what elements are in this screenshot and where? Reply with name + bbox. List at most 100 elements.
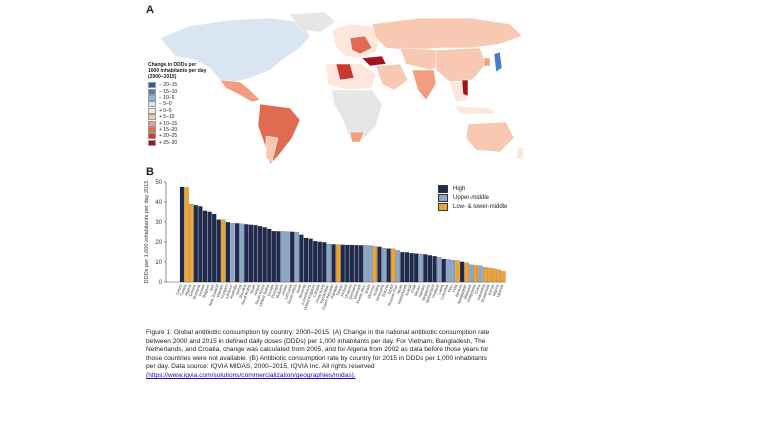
map-legend-label: − 20–15 xyxy=(159,82,178,89)
bar xyxy=(179,186,185,283)
bar xyxy=(271,231,276,283)
x-tick-label: Estonia xyxy=(381,283,389,297)
x-tick-label: Chile xyxy=(410,284,417,294)
map-legend-swatch xyxy=(148,88,156,95)
x-tick-label: Canada xyxy=(312,283,321,298)
legend-item-low-lower-middle: Low- & lower-middle xyxy=(438,202,507,211)
bar xyxy=(450,260,456,283)
source-link[interactable]: (https://www.iqvia.com/solutions/commerc… xyxy=(146,371,356,379)
y-tick-label: 30 xyxy=(155,220,162,226)
map-korea xyxy=(483,57,491,67)
map-legend-item: + 0–5 xyxy=(148,107,208,114)
map-greenland xyxy=(289,11,336,33)
bar xyxy=(285,231,290,283)
x-tick-label: South Korea xyxy=(255,283,266,305)
bar xyxy=(432,256,437,283)
map-legend-label: − 10–5 xyxy=(159,94,175,101)
legend-label: Low- & lower-middle xyxy=(453,203,508,210)
map-china xyxy=(435,47,487,83)
bar xyxy=(446,259,451,283)
map-legend-label: + 25–30 xyxy=(159,139,178,146)
x-tick-label: Kuwait xyxy=(405,283,413,296)
x-tick-label: Mexico xyxy=(414,284,422,297)
x-tick-label: Indonesia xyxy=(477,283,487,301)
bar xyxy=(437,257,442,283)
bar xyxy=(368,245,373,283)
map-australia xyxy=(465,121,515,153)
bar xyxy=(409,253,414,283)
bar xyxy=(317,241,322,283)
bar xyxy=(478,265,483,283)
x-tick-label: Saudi Arabia xyxy=(241,283,252,305)
map-legend-swatch xyxy=(148,139,156,146)
bar xyxy=(492,268,497,283)
x-tick-label: Vietnam xyxy=(216,284,225,298)
y-tick-label: 40 xyxy=(155,200,162,206)
x-tick-label: Bulgaria xyxy=(275,283,284,298)
legend-item-high: High xyxy=(438,184,507,193)
legend-label: High xyxy=(453,185,466,192)
bar xyxy=(336,244,341,283)
bar xyxy=(299,234,304,283)
bar xyxy=(400,252,405,283)
bar xyxy=(427,255,433,283)
bar xyxy=(202,210,208,283)
x-tick-label: Jordan xyxy=(281,284,289,296)
x-tick-label: South Africa xyxy=(287,283,298,304)
x-tick-label: Bangladesh xyxy=(457,284,468,304)
bar xyxy=(225,222,231,283)
x-tick-label: Turkey xyxy=(175,284,183,296)
x-tick-label: Finland xyxy=(340,284,348,297)
x-tick-label: Portugal xyxy=(271,284,280,299)
map-north-america xyxy=(159,17,311,83)
legend-swatch xyxy=(438,184,448,193)
bar xyxy=(198,206,203,283)
map-new-zealand xyxy=(515,147,525,161)
bar xyxy=(354,245,359,283)
bar xyxy=(216,219,221,283)
caption-line: Figure 1: Global antibiotic consumption … xyxy=(146,329,490,336)
x-tick-label: Hong Kong xyxy=(315,284,325,303)
bar xyxy=(423,254,428,283)
bar xyxy=(345,244,350,283)
map-legend-swatch xyxy=(148,126,156,133)
legend-swatch xyxy=(438,193,448,202)
map-legend-label: + 10–15 xyxy=(159,120,178,127)
bar xyxy=(244,224,249,283)
bar xyxy=(464,262,469,283)
map-legend-item: − 20–15 xyxy=(148,82,208,89)
map-africa xyxy=(331,89,383,141)
caption-line: Netherlands, and Croatia, change was cal… xyxy=(146,346,489,354)
x-tick-label: Uganda xyxy=(496,283,505,298)
x-tick-label: Morocco xyxy=(367,284,376,299)
y-axis-label: DDDs per 1,000 inhabitants per day 2015 xyxy=(144,181,150,284)
bar xyxy=(381,248,387,283)
x-tick-label: Norway xyxy=(455,284,463,298)
bar xyxy=(326,243,332,283)
y-tick-label: 0 xyxy=(159,280,163,286)
map-legend-title: Change in DDDs per 1000 inhabitants per … xyxy=(148,62,207,80)
x-tick-label: Peru xyxy=(447,284,454,293)
bar xyxy=(372,246,377,283)
x-tick-label: China xyxy=(474,283,481,295)
x-tick-label: Lebanon xyxy=(225,284,234,299)
map-legend-swatch xyxy=(148,114,156,121)
map-russia xyxy=(371,17,523,51)
map-indonesia xyxy=(453,105,497,115)
panel-label-a: A xyxy=(146,4,154,16)
bar xyxy=(303,237,309,283)
x-tick-label: Austria xyxy=(373,283,381,296)
x-tick-label: Guatemala xyxy=(480,283,490,303)
x-tick-label: Luxembourg xyxy=(301,284,312,305)
x-tick-label: Singapore xyxy=(421,284,431,302)
x-tick-label: Russian Fed. xyxy=(387,284,398,306)
x-tick-label: Taiwan xyxy=(336,284,344,296)
map-legend-swatch xyxy=(148,82,156,89)
map-europe-east xyxy=(349,35,373,55)
x-tick-label: Kenya xyxy=(488,283,496,295)
bar xyxy=(207,211,212,283)
x-tick-label: New Zealand xyxy=(208,284,219,306)
map-legend-label: + 15–20 xyxy=(159,126,178,133)
x-tick-label: Venezuela xyxy=(375,283,385,302)
map-mexico xyxy=(219,79,261,103)
